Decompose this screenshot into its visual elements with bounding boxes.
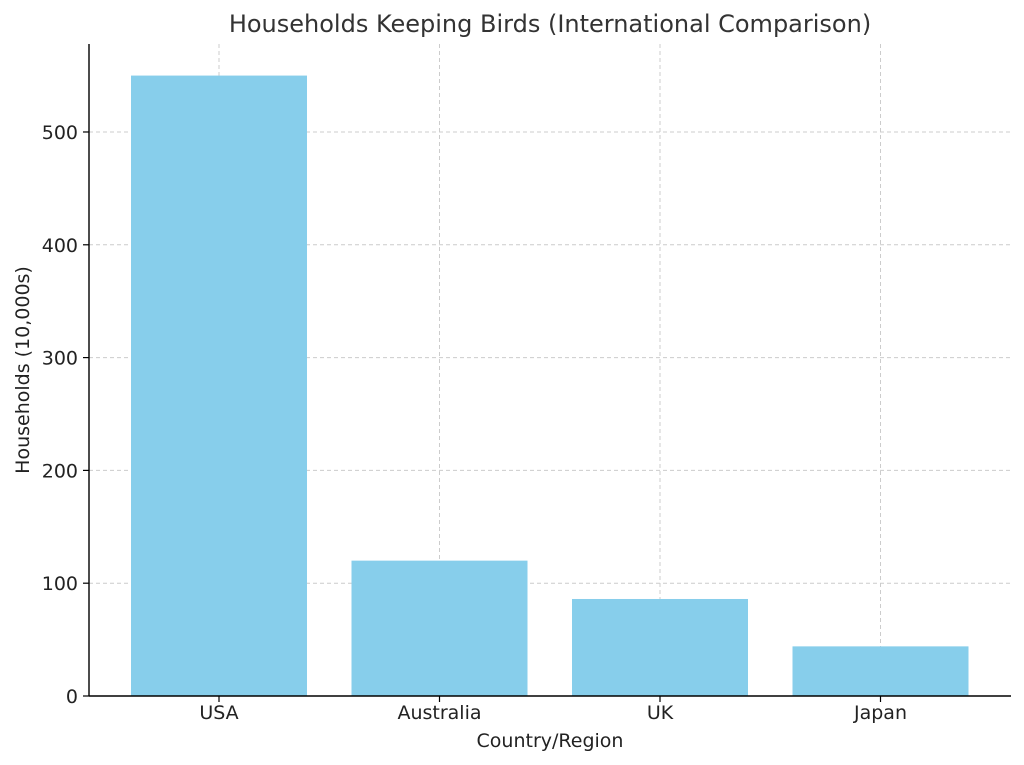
bars xyxy=(131,75,969,696)
x-tick-label-3: Japan xyxy=(853,702,907,724)
ticks: 0 100 200 300 400 500 USA Australia UK Japan xyxy=(42,122,907,724)
chart-title: Households Keeping Birds (International … xyxy=(229,10,871,38)
y-tick-label-4: 400 xyxy=(42,235,78,257)
x-axis-label: Country/Region xyxy=(477,730,624,752)
axes xyxy=(88,44,1011,697)
y-tick-label-0: 0 xyxy=(66,686,78,708)
bar-japan xyxy=(792,646,969,696)
bar-uk xyxy=(572,598,748,696)
y-tick-label-2: 200 xyxy=(42,460,78,482)
x-tick-label-1: Australia xyxy=(397,702,481,724)
bar-australia xyxy=(351,560,528,696)
bar-usa xyxy=(131,75,307,696)
x-tick-label-2: UK xyxy=(647,702,674,724)
y-tick-label-1: 100 xyxy=(42,573,78,595)
y-tick-label-3: 300 xyxy=(42,348,78,370)
y-axis-label: Households (10,000s) xyxy=(12,266,34,474)
y-tick-label-5: 500 xyxy=(42,122,78,144)
x-tick-label-0: USA xyxy=(199,702,238,724)
